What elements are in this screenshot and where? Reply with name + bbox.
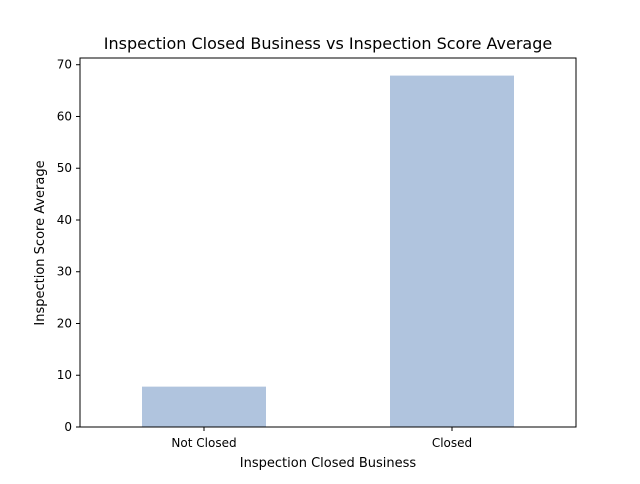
y-tick-label: 0 [64, 420, 72, 434]
y-tick-label: 30 [57, 265, 72, 279]
y-tick-label: 40 [57, 213, 72, 227]
plot-area: Not Closed Closed 0 10 20 30 40 50 60 70 [57, 57, 577, 450]
y-tick-label: 50 [57, 161, 72, 175]
bar-closed [390, 75, 514, 427]
y-tick-label: 10 [57, 368, 72, 382]
y-tick-label: 20 [57, 316, 72, 330]
y-axis-label: Inspection Score Average [33, 160, 48, 325]
plot-frame [79, 57, 577, 428]
bar-not-closed [142, 386, 266, 427]
x-tick-label: Closed [432, 436, 472, 450]
x-axis-label: Inspection Closed Business [240, 456, 417, 471]
chart-title: Inspection Closed Business vs Inspection… [104, 34, 552, 53]
y-tick-label: 60 [57, 109, 72, 123]
x-tick-label: Not Closed [171, 436, 236, 450]
y-tick-label: 70 [57, 58, 72, 72]
